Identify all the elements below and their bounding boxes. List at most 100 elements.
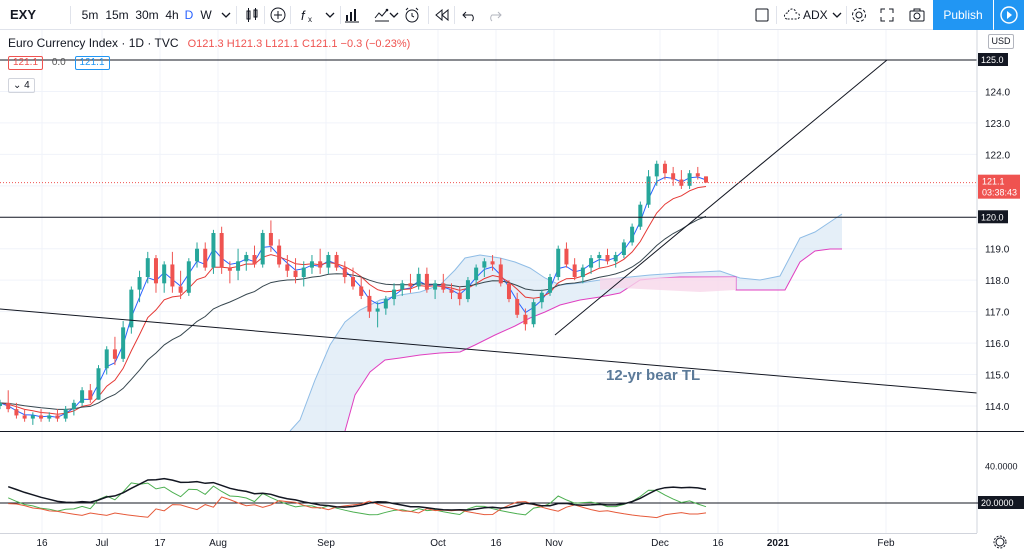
last-price-badge	[978, 174, 1020, 199]
candle	[457, 286, 462, 306]
candle	[309, 255, 314, 274]
time-tick-label: 2021	[767, 538, 790, 549]
interval-30m[interactable]: 30m	[135, 8, 159, 22]
adx-line	[7, 477, 707, 511]
price-tick-label: 123.0	[985, 119, 1010, 130]
candle	[482, 258, 487, 278]
adx-plus-di-line	[7, 482, 707, 516]
candle-body	[334, 255, 339, 268]
svg-text:x: x	[308, 15, 312, 24]
adx-tick-40: 40.0000	[985, 462, 1018, 472]
candle-body	[285, 264, 290, 271]
adx-pane: 40.0000 20.0000	[0, 462, 1024, 519]
candle	[539, 289, 544, 309]
candle-body	[211, 233, 216, 268]
candle-body	[392, 289, 397, 300]
candle	[638, 201, 643, 230]
candle-body	[129, 289, 134, 328]
candle-body	[441, 283, 446, 290]
candle	[260, 229, 265, 268]
candle-body	[400, 283, 405, 290]
toolbar-divider	[340, 6, 341, 24]
candle-body	[260, 233, 265, 265]
candle-body	[597, 255, 602, 259]
interval-4h[interactable]: 4h	[165, 8, 179, 22]
gear-icon-outer	[993, 535, 1007, 549]
fullscreen-icon[interactable]	[877, 5, 897, 25]
interval-d[interactable]: D	[184, 8, 194, 22]
interval-15m[interactable]: 15m	[105, 8, 129, 22]
currency-badge[interactable]: USD	[988, 34, 1014, 49]
financials-icon[interactable]	[342, 5, 362, 25]
price-axis-bg	[977, 30, 1024, 553]
candle	[449, 283, 454, 300]
candles-style-icon[interactable]	[242, 5, 262, 25]
candle-body	[523, 314, 528, 325]
time-tick-label: Feb	[877, 538, 895, 549]
toolbar-divider	[428, 6, 429, 24]
layout-square-icon[interactable]	[752, 5, 772, 25]
series-legend[interactable]: Euro Currency Index · 1D · TVC O121.3 H1…	[8, 36, 410, 50]
chevron-down-icon[interactable]	[320, 5, 340, 25]
candle-body	[687, 173, 692, 186]
replay-rewind-icon[interactable]	[432, 5, 452, 25]
candle	[0, 399, 2, 410]
candle	[277, 239, 282, 268]
candle	[392, 283, 397, 306]
indicators-collapse-toggle[interactable]: ⌄ 4	[8, 78, 35, 93]
candle-body	[203, 248, 208, 268]
symbol-title: Euro Currency Index · 1D · TVC	[8, 36, 179, 50]
high-value: H121.3	[226, 38, 263, 50]
toolbar-divider	[776, 6, 777, 24]
candle-body	[424, 273, 429, 290]
templates-icon[interactable]	[372, 5, 392, 25]
candle	[580, 264, 585, 284]
candle	[211, 229, 216, 274]
level-125-label: 125.0	[981, 55, 1004, 65]
candle	[359, 277, 364, 300]
candle-body	[186, 261, 191, 293]
chevron-down-icon[interactable]	[827, 5, 847, 25]
candle-body	[47, 415, 52, 419]
price-tick-label: 114.0	[985, 402, 1010, 413]
candle-body	[170, 264, 175, 287]
chevron-down-icon[interactable]	[384, 5, 404, 25]
annotation-label: 12-yr bear TL	[606, 367, 700, 384]
cloud-save-icon[interactable]	[782, 5, 802, 25]
candle	[687, 170, 692, 189]
candle-body	[515, 299, 520, 315]
time-tick-label: 16	[712, 538, 724, 549]
adx-level-20-label: 20.0000	[981, 498, 1014, 508]
candle	[383, 295, 388, 315]
undo-icon[interactable]	[460, 5, 480, 25]
layout-name[interactable]: ADX	[803, 8, 828, 22]
toolbar-divider	[846, 6, 847, 24]
interval-w[interactable]: W	[200, 8, 212, 22]
indicator-count: 4	[24, 80, 30, 91]
gear-icon[interactable]	[849, 5, 869, 25]
candle	[14, 402, 19, 419]
candle	[326, 251, 331, 274]
interval-5m[interactable]: 5m	[81, 8, 99, 22]
play-button[interactable]	[994, 0, 1024, 30]
candle	[186, 258, 191, 296]
symbol-search[interactable]: EXY	[10, 7, 37, 22]
publish-button[interactable]: Publish	[933, 0, 993, 30]
redo-icon[interactable]	[484, 5, 504, 25]
adx-minus-di-line	[8, 496, 707, 519]
indicator-values-row[interactable]: 121.1 0.0 121.1	[8, 56, 116, 71]
alert-clock-icon[interactable]	[402, 5, 422, 25]
candle	[564, 242, 569, 268]
camera-icon[interactable]	[907, 5, 927, 25]
candle	[47, 412, 52, 422]
time-tick-label: Sep	[317, 538, 335, 549]
candle-body	[613, 255, 618, 262]
candle	[416, 267, 421, 290]
level-120-label: 120.0	[981, 212, 1004, 222]
candle	[39, 409, 44, 422]
compare-plus-icon[interactable]	[268, 5, 288, 25]
chevron-down-icon[interactable]	[216, 5, 236, 25]
